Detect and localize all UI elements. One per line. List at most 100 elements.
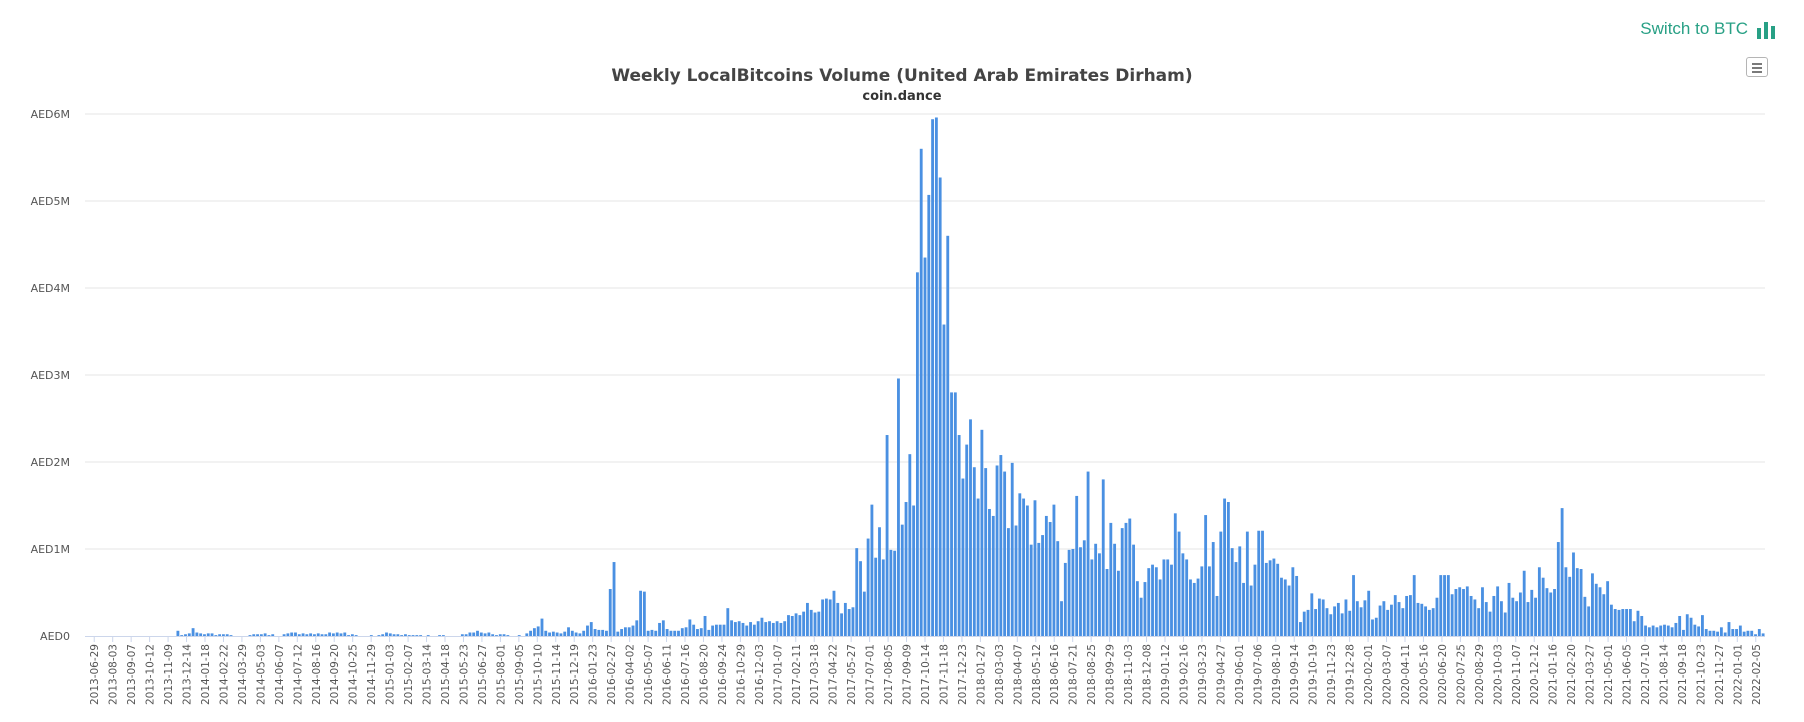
bar[interactable] (252, 634, 256, 636)
bar[interactable] (1477, 608, 1481, 636)
bar[interactable] (1636, 610, 1640, 636)
bar[interactable] (1139, 597, 1143, 636)
bar[interactable] (320, 634, 324, 636)
bar[interactable] (1537, 567, 1541, 636)
bar[interactable] (1151, 564, 1154, 636)
bar[interactable] (1412, 575, 1416, 636)
bar[interactable] (635, 620, 639, 636)
bar[interactable] (1625, 609, 1629, 636)
bar[interactable] (1670, 627, 1674, 636)
bar[interactable] (1041, 535, 1044, 636)
bar[interactable] (726, 608, 730, 636)
bar[interactable] (1693, 624, 1697, 636)
bar[interactable] (1181, 553, 1185, 636)
bar[interactable] (707, 629, 711, 636)
bar[interactable] (1750, 630, 1754, 636)
bar[interactable] (1454, 589, 1458, 636)
bar[interactable] (976, 498, 980, 636)
bar[interactable] (1678, 615, 1682, 636)
bar[interactable] (1302, 611, 1306, 636)
bar[interactable] (214, 635, 218, 636)
bar[interactable] (1469, 595, 1473, 636)
bar[interactable] (1116, 570, 1120, 636)
bar[interactable] (809, 609, 813, 636)
bar[interactable] (248, 635, 252, 636)
bar[interactable] (1090, 559, 1094, 636)
bar[interactable] (1158, 579, 1162, 636)
bar[interactable] (1594, 583, 1598, 636)
bar[interactable] (263, 633, 267, 636)
bar[interactable] (1591, 573, 1594, 636)
bar[interactable] (438, 635, 442, 636)
bar[interactable] (912, 505, 916, 637)
bar[interactable] (347, 635, 350, 636)
bar[interactable] (563, 631, 567, 636)
bar[interactable] (1101, 479, 1105, 636)
bar[interactable] (1336, 602, 1340, 636)
bar[interactable] (775, 621, 779, 636)
bar[interactable] (502, 634, 506, 636)
bar[interactable] (377, 635, 381, 636)
bar[interactable] (749, 622, 752, 636)
bar[interactable] (1439, 575, 1443, 636)
bar[interactable] (817, 611, 821, 636)
bar[interactable] (309, 633, 313, 636)
bar[interactable] (460, 634, 464, 636)
bar[interactable] (1408, 595, 1412, 636)
bar[interactable] (1310, 593, 1314, 636)
bar[interactable] (1484, 602, 1488, 636)
bar[interactable] (1640, 615, 1644, 636)
bar[interactable] (191, 628, 195, 636)
bar[interactable] (616, 631, 620, 636)
bar[interactable] (813, 612, 817, 636)
bar[interactable] (1435, 597, 1439, 636)
bar[interactable] (1276, 563, 1280, 636)
bar[interactable] (392, 634, 396, 636)
bar[interactable] (965, 444, 969, 636)
bar[interactable] (915, 272, 919, 636)
bar[interactable] (407, 635, 411, 636)
bar[interactable] (1314, 609, 1318, 636)
bar[interactable] (1427, 609, 1431, 636)
bar[interactable] (441, 635, 445, 636)
chart-context-menu-button[interactable] (1746, 57, 1768, 77)
bar[interactable] (354, 635, 358, 636)
bar[interactable] (339, 633, 343, 636)
bar[interactable] (995, 465, 999, 636)
bar[interactable] (1663, 624, 1666, 636)
bar[interactable] (176, 630, 180, 636)
bar[interactable] (1105, 569, 1109, 636)
bar[interactable] (1556, 542, 1560, 636)
bar[interactable] (1738, 625, 1742, 636)
bar[interactable] (988, 508, 991, 636)
bar[interactable] (771, 622, 775, 636)
bar[interactable] (1458, 587, 1462, 636)
bar[interactable] (1067, 549, 1071, 636)
bar[interactable] (703, 615, 707, 636)
bar[interactable] (1526, 602, 1530, 636)
bar[interactable] (1621, 609, 1625, 636)
bar[interactable] (752, 624, 756, 636)
bar[interactable] (878, 527, 881, 636)
bar[interactable] (1731, 629, 1735, 636)
bar[interactable] (1496, 586, 1500, 636)
bar[interactable] (1424, 606, 1428, 636)
bar[interactable] (953, 392, 957, 636)
bar[interactable] (950, 392, 953, 636)
bar[interactable] (957, 435, 961, 636)
bar[interactable] (1727, 622, 1731, 636)
bar[interactable] (1321, 599, 1325, 636)
bar[interactable] (1287, 585, 1291, 636)
bar[interactable] (1367, 590, 1371, 636)
bar[interactable] (472, 632, 476, 636)
bar[interactable] (597, 629, 601, 636)
bar[interactable] (559, 633, 563, 636)
bar[interactable] (1405, 595, 1409, 636)
bar[interactable] (832, 590, 836, 636)
bar[interactable] (1386, 609, 1390, 636)
bar[interactable] (836, 602, 840, 636)
bar[interactable] (1196, 578, 1200, 636)
bar[interactable] (210, 633, 214, 636)
bar[interactable] (555, 632, 559, 636)
bar[interactable] (881, 559, 885, 636)
